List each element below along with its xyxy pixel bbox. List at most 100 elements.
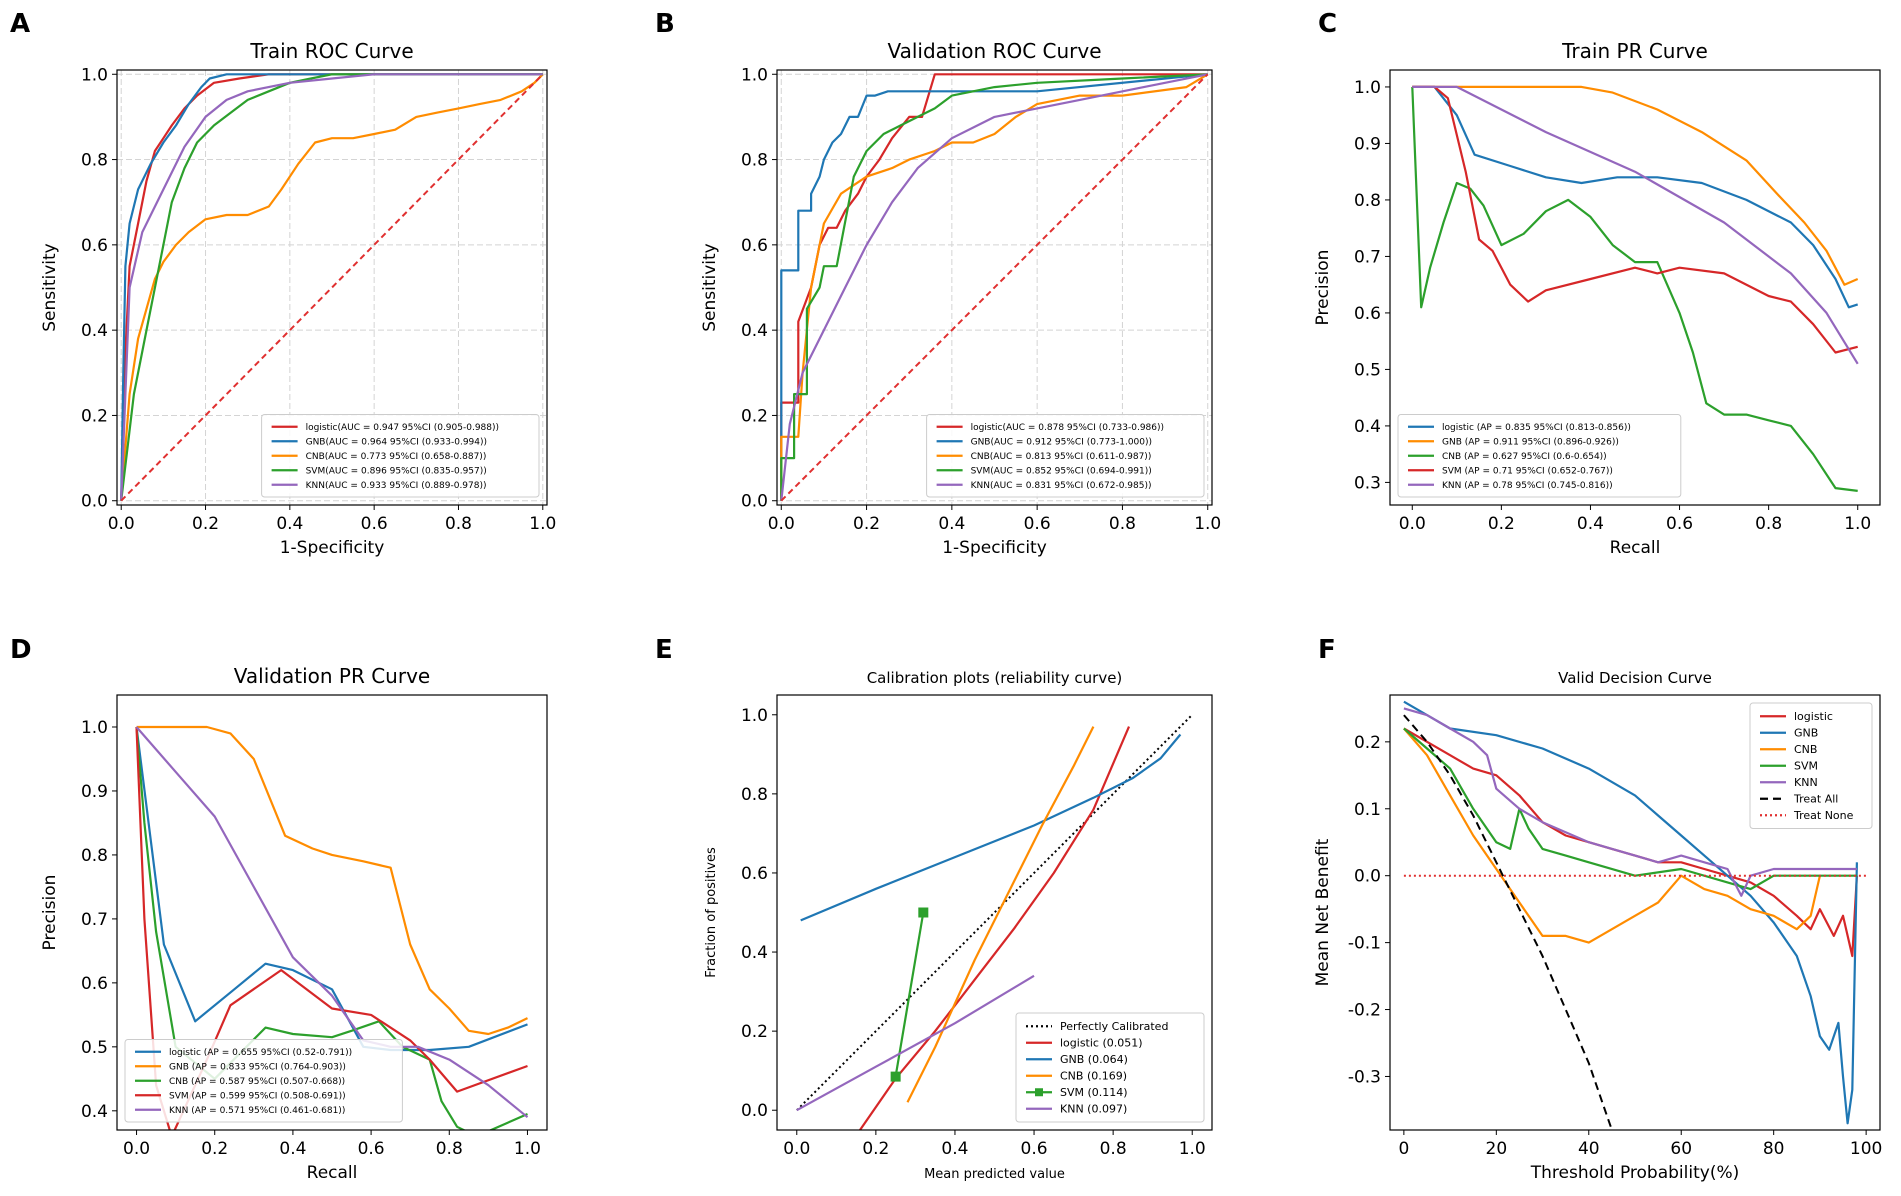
y-tick-label: 0.8 — [81, 846, 108, 866]
plot-frame — [776, 69, 1213, 506]
legend-box — [1749, 702, 1873, 829]
x-tick-label: 0.8 — [1109, 514, 1136, 534]
chart-title: Train PR Curve — [1561, 39, 1708, 63]
series-line — [1412, 85, 1859, 365]
x-tick-label: 0 — [1398, 1139, 1409, 1159]
legend-label: GNB (AP = 0.911 95%CI (0.896-0.926)) — [1442, 437, 1619, 447]
x-axis-label: Threshold Probability(%) — [1530, 1163, 1739, 1183]
legend-box — [124, 1039, 403, 1123]
panel-label-f: F — [1318, 635, 1336, 665]
legend-label: KNN (AP = 0.78 95%CI (0.745-0.816)) — [1442, 481, 1613, 491]
x-tick-label: 0.4 — [938, 514, 965, 534]
legend-label: Treat All — [1793, 793, 1838, 806]
x-tick-label: 0.2 — [853, 514, 880, 534]
y-tick-label: 0.5 — [1354, 360, 1381, 380]
x-tick-label: 0.8 — [1100, 1139, 1127, 1159]
y-tick-label: 0.2 — [741, 406, 768, 426]
x-tick-label: 100 — [1850, 1139, 1882, 1159]
panel-label-e: E — [655, 635, 673, 665]
series-line — [120, 73, 543, 501]
y-tick-label: 0.5 — [81, 1038, 108, 1058]
x-tick-label: 0.0 — [108, 514, 135, 534]
series-marker — [918, 907, 929, 918]
y-tick-label: 0.8 — [81, 151, 108, 171]
legend-label: CNB — [1794, 743, 1817, 756]
y-tick-label: 0.6 — [741, 236, 768, 256]
legend-label: KNN (0.097) — [1060, 1103, 1127, 1116]
legend-label: CNB(AUC = 0.773 95%CI (0.658-0.887)) — [306, 452, 487, 462]
y-axis-label: Fraction of positives — [704, 847, 719, 978]
x-tick-label: 40 — [1578, 1139, 1600, 1159]
x-tick-label: 0.6 — [1021, 1139, 1048, 1159]
x-tick-label: 1.0 — [1179, 1139, 1206, 1159]
y-tick-label: 0.2 — [1354, 733, 1381, 753]
legend-label: Perfectly Calibrated — [1060, 1020, 1168, 1033]
series-group — [1403, 700, 1867, 1130]
y-tick-label: 0.2 — [741, 1022, 768, 1042]
y-tick-label: 0.6 — [81, 974, 108, 994]
y-tick-label: 0.9 — [81, 782, 108, 802]
y-tick-label: 0.4 — [1354, 417, 1381, 437]
legend-label: SVM(AUC = 0.852 95%CI (0.694-0.991)) — [971, 466, 1152, 476]
y-tick-label: 1.0 — [741, 65, 768, 85]
legend-label: KNN (AP = 0.571 95%CI (0.461-0.681)) — [169, 1106, 345, 1116]
panel-label-b: B — [655, 9, 675, 39]
series-line — [859, 726, 1131, 1130]
legend-label: SVM — [1794, 760, 1818, 773]
legend-label: logistic (0.051) — [1060, 1037, 1143, 1050]
x-tick-label: 0.2 — [862, 1139, 889, 1159]
legend: logistic GNB CNB SVM KNN Treat All Treat None — [1749, 702, 1873, 829]
x-tick-label: 0.0 — [768, 514, 795, 534]
y-tick-label: 1.0 — [81, 65, 108, 85]
y-tick-label: 1.0 — [741, 706, 768, 726]
y-tick-label: 0.8 — [741, 151, 768, 171]
x-tick-label: 0.6 — [1666, 514, 1693, 534]
panel-label-d: D — [10, 635, 32, 665]
chart-title: Valid Decision Curve — [1558, 669, 1712, 687]
panel-label-a: A — [10, 9, 30, 39]
series-line — [780, 73, 1208, 501]
x-tick-label: 0.6 — [361, 514, 388, 534]
legend-label: Treat None — [1793, 809, 1854, 822]
series-line — [135, 726, 528, 1130]
legend-label: logistic (AP = 0.835 95%CI (0.813-0.856)… — [1442, 423, 1631, 433]
plot-frame — [1389, 694, 1881, 1131]
series-line — [780, 73, 1208, 501]
series-line — [1403, 727, 1821, 944]
series-line — [796, 974, 1035, 1112]
chart-panel: 0.0 0.2 0.4 0.6 0.8 1.0 0.0 0.2 0.4 0.6 0.8 1.0 Cali… — [704, 669, 1213, 1182]
x-tick-label: 0.4 — [279, 1139, 306, 1159]
x-tick-label: 0.0 — [1399, 514, 1426, 534]
y-axis-label: Sensitivity — [40, 243, 60, 332]
legend-box — [1015, 1012, 1205, 1123]
y-tick-label: 0.6 — [1354, 304, 1381, 324]
legend-label: logistic(AUC = 0.947 95%CI (0.905-0.988)… — [306, 423, 499, 433]
x-tick-label: 20 — [1486, 1139, 1508, 1159]
legend-label: GNB (AP = 0.833 95%CI (0.764-0.903)) — [169, 1062, 346, 1072]
x-axis-label: 1-Specificity — [942, 538, 1047, 558]
chart-panel: 0 20 40 60 80 100 -0.3 -0.2 -0.1 0.0 0.1 0.2 Valid D… — [1313, 669, 1882, 1183]
x-tick-label: 0.8 — [1755, 514, 1782, 534]
x-tick-label: 0.2 — [192, 514, 219, 534]
legend-label: GNB(AUC = 0.964 95%CI (0.933-0.994)) — [306, 437, 487, 447]
x-axis-label: Mean predicted value — [924, 1167, 1065, 1182]
x-tick-label: 0.8 — [436, 1139, 463, 1159]
series-line — [120, 73, 543, 501]
x-tick-label: 0.0 — [123, 1139, 150, 1159]
series-group — [780, 73, 1209, 502]
series-line — [780, 73, 1209, 502]
plot-frame — [776, 694, 1213, 1131]
x-tick-label: 80 — [1763, 1139, 1785, 1159]
legend: logistic(AUC = 0.947 95%CI (0.905-0.988)… — [261, 414, 540, 498]
y-axis-label: Sensitivity — [700, 243, 720, 332]
series-marker — [890, 1071, 901, 1082]
y-tick-label: 0.8 — [1354, 191, 1381, 211]
x-tick-label: 0.4 — [941, 1139, 968, 1159]
series-line — [135, 726, 528, 1052]
y-tick-label: 0.0 — [1354, 867, 1381, 887]
series-line — [120, 73, 543, 501]
y-tick-label: -0.1 — [1348, 934, 1381, 954]
series-line — [1412, 85, 1858, 354]
legend-label: GNB(AUC = 0.912 95%CI (0.773-1.000)) — [971, 437, 1152, 447]
series-line — [136, 725, 528, 1036]
